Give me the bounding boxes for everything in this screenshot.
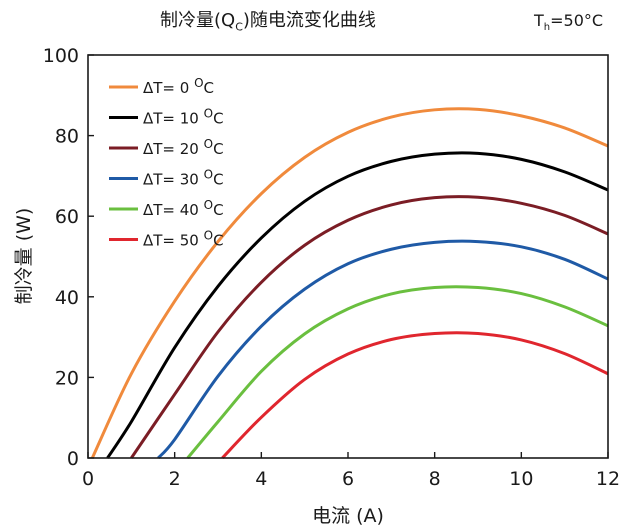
series-line-dt-0 <box>90 107 609 459</box>
series-line-dt-20 <box>130 195 609 459</box>
x-tick-label: 4 <box>255 468 267 490</box>
legend-degree-mark: O <box>204 137 213 151</box>
legend-label-text: ΔT= 10 <box>143 110 204 128</box>
series-line-dt-30 <box>157 239 609 460</box>
title-paren-open: ( <box>214 10 222 31</box>
legend-label: ΔT= 50 OC <box>143 229 224 250</box>
condition-t: T <box>534 11 544 30</box>
legend-label-text: ΔT= 0 <box>143 79 194 97</box>
title-q: Q <box>221 10 236 31</box>
y-tick-label: 80 <box>55 126 79 148</box>
chart-title: 制冷量(QC)随电流变化曲线 <box>160 6 376 34</box>
y-axis-label: 制冷量 (W) <box>13 208 35 305</box>
y-tick-label: 20 <box>55 367 79 389</box>
x-tick-label: 2 <box>169 468 181 490</box>
legend-unit: C <box>213 232 223 250</box>
legend-label: ΔT= 10 OC <box>143 107 224 128</box>
legend-unit: C <box>213 140 223 158</box>
legend-degree-mark: O <box>194 76 203 90</box>
title-prefix: 制冷量 <box>160 10 214 31</box>
title-paren-close: ) <box>242 10 250 31</box>
series-line-dt-40 <box>186 285 609 459</box>
condition-subscript: h <box>543 22 551 34</box>
legend-label: ΔT= 40 OC <box>143 198 224 219</box>
legend-unit: C <box>204 79 214 97</box>
x-tick-label: 0 <box>82 468 94 490</box>
y-tick-label: 0 <box>67 448 79 470</box>
legend-label-text: ΔT= 20 <box>143 140 204 158</box>
legend-unit: C <box>213 201 223 219</box>
x-axis-label: 电流 (A) <box>312 505 384 527</box>
title-q-subscript: C <box>235 20 243 34</box>
title-suffix: 随电流变化曲线 <box>249 10 376 31</box>
series-line-dt-10 <box>106 151 609 459</box>
legend-label: ΔT= 0 OC <box>143 76 214 97</box>
x-tick-label: 10 <box>509 468 533 490</box>
legend-label: ΔT= 20 OC <box>143 137 224 158</box>
x-tick-label: 6 <box>342 468 354 490</box>
legend-degree-mark: O <box>204 107 213 121</box>
legend-degree-mark: O <box>204 198 213 212</box>
legend-degree-mark: O <box>204 229 213 243</box>
legend-label: ΔT= 30 OC <box>143 168 224 189</box>
condition-value: =50°C <box>550 11 604 30</box>
legend-unit: C <box>213 171 223 189</box>
y-tick-label: 60 <box>55 206 79 228</box>
legend-label-text: ΔT= 50 <box>143 232 204 250</box>
x-tick-label: 12 <box>596 468 620 490</box>
x-tick-label: 8 <box>429 468 441 490</box>
legend-label-text: ΔT= 40 <box>143 201 204 219</box>
legend-label-text: ΔT= 30 <box>143 171 204 189</box>
y-tick-label: 100 <box>43 45 79 67</box>
legend-degree-mark: O <box>204 168 213 182</box>
y-tick-label: 40 <box>55 287 79 309</box>
legend-unit: C <box>213 110 223 128</box>
series-line-dt-50 <box>221 331 609 460</box>
condition-label: Th=50°C <box>534 11 603 33</box>
